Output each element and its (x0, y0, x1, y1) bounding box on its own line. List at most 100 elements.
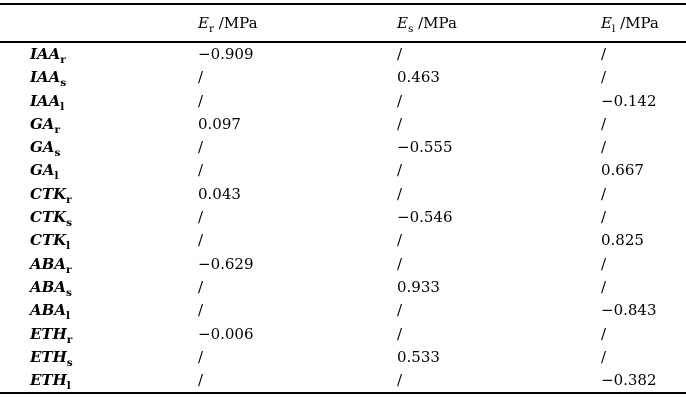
row-label-subscript: l (54, 170, 59, 183)
value-cell: / (397, 91, 403, 110)
value-cell: / (601, 254, 607, 273)
row-label-subscript: s (66, 217, 73, 230)
value-cell: / (397, 45, 403, 63)
row-label-text: ABA (30, 254, 66, 273)
row-label-subscript: r (65, 263, 72, 276)
row-label: CTKr (0, 183, 198, 206)
row-label-text: ABA (30, 277, 66, 296)
value-cell: / (601, 324, 607, 343)
value-cell: / (198, 208, 204, 227)
row-label: ABAl (0, 299, 198, 322)
column-header-r: Er /MPa (198, 4, 397, 43)
row-label-text: GA (30, 114, 55, 133)
table-body: IAAr −0.909// IAAs/0.463/IAAl / / −0.142 GAr 0.… (0, 42, 686, 393)
row-label: CTKl (0, 229, 198, 252)
table-row-ctk-r: CTKr 0.043// (0, 183, 686, 206)
value-cell: 0.825 (601, 231, 644, 250)
corner-cell (0, 4, 198, 43)
value-cell: / (397, 231, 403, 250)
value-cell: / (601, 138, 607, 157)
value-cell: 0.667 (601, 161, 644, 180)
table-row-eth-r: ETHr −0.006// (0, 323, 686, 346)
row-label-subscript: r (60, 54, 66, 66)
row-label: ABAr (0, 253, 198, 276)
row-label: GAs (0, 136, 198, 159)
row-label: GAr (0, 113, 198, 136)
row-label-text: IAA (30, 68, 61, 87)
value-cell: / (397, 371, 403, 390)
table-row-iaa-s: IAAs/0.463/ (0, 66, 686, 89)
value-cell: 0.043 (198, 184, 241, 203)
value-cell: / (198, 231, 204, 250)
paper-table-page: Er /MPa Es /MPa El /MPa IAAr −0.909// IAAs/0… (0, 3, 686, 407)
value-cell: −0.629 (198, 254, 254, 273)
value-cell: 0.463 (397, 68, 440, 87)
row-label-subscript: l (66, 240, 71, 253)
row-label: ABAs (0, 276, 198, 299)
row-label-subscript: s (65, 286, 72, 299)
row-label-subscript: l (66, 380, 71, 393)
table-row-ga-s: GAs / −0.555/ (0, 136, 686, 159)
column-unit: /MPa (213, 14, 258, 32)
row-label-text: CTK (30, 184, 67, 203)
table-row-ctk-s: CTKs / −0.546/ (0, 206, 686, 229)
row-label-subscript: s (60, 77, 67, 90)
row-label-text: ETH (30, 324, 67, 343)
value-cell: / (198, 301, 204, 320)
row-label: IAAr (0, 42, 198, 66)
row-label-text: ABA (30, 301, 66, 320)
column-unit: /MPa (413, 14, 457, 32)
value-cell: −0.006 (198, 324, 254, 343)
column-symbol: E (198, 14, 209, 32)
column-symbol: E (601, 14, 612, 32)
row-label-subscript: r (66, 193, 72, 206)
value-cell: 0.097 (198, 114, 241, 133)
table-row-ga-l: GAl / / 0.667 (0, 159, 686, 182)
value-cell: / (198, 161, 204, 180)
value-cell: / (397, 161, 403, 180)
table-row-eth-s: ETHs/0.533/ (0, 346, 686, 369)
table-row-aba-s: ABAs/0.933/ (0, 276, 686, 299)
value-cell: / (601, 347, 607, 366)
value-cell: / (601, 208, 607, 227)
table-row-aba-l: ABAl / / −0.843 (0, 299, 686, 322)
value-cell: / (397, 114, 403, 133)
row-label: CTKs (0, 206, 198, 229)
value-cell: 0.933 (397, 277, 440, 296)
row-label-subscript: r (54, 123, 60, 136)
value-cell: −0.546 (397, 208, 453, 227)
table-row-ctk-l: CTKl //0.825 (0, 229, 686, 252)
value-cell: / (198, 91, 204, 110)
value-cell: / (198, 277, 204, 296)
row-label-text: CTK (30, 208, 67, 227)
value-cell: / (397, 184, 403, 203)
column-subscript: r (208, 23, 214, 35)
value-cell: / (601, 114, 607, 133)
row-label: ETHl (0, 369, 198, 393)
table-row-aba-r: ABAr −0.629// (0, 253, 686, 276)
header-row: Er /MPa Es /MPa El /MPa (0, 4, 686, 43)
value-cell: −0.909 (198, 45, 254, 63)
table-row-eth-l: ETHl / / −0.382 (0, 369, 686, 393)
value-cell: / (198, 371, 204, 390)
value-cell: / (198, 138, 204, 157)
row-label: ETHs (0, 346, 198, 369)
row-label-text: IAA (30, 91, 61, 110)
table-header: Er /MPa Es /MPa El /MPa (0, 4, 686, 43)
value-cell: −0.382 (601, 371, 657, 390)
row-label: IAAs (0, 66, 198, 89)
value-cell: / (601, 45, 607, 63)
row-label-text: IAA (30, 45, 61, 63)
table-row-ga-r: GAr 0.097// (0, 113, 686, 136)
value-cell: / (397, 254, 403, 273)
value-cell: / (397, 301, 403, 320)
row-label-text: GA (30, 138, 55, 157)
row-label: ETHr (0, 323, 198, 346)
row-label-subscript: l (60, 100, 65, 113)
column-header-s: Es /MPa (397, 4, 601, 43)
value-cell: −0.142 (601, 91, 657, 110)
row-label-text: GA (30, 161, 55, 180)
row-label-text: ETH (30, 371, 67, 390)
table-row-iaa-l: IAAl / / −0.142 (0, 90, 686, 113)
value-cell: / (601, 277, 607, 296)
